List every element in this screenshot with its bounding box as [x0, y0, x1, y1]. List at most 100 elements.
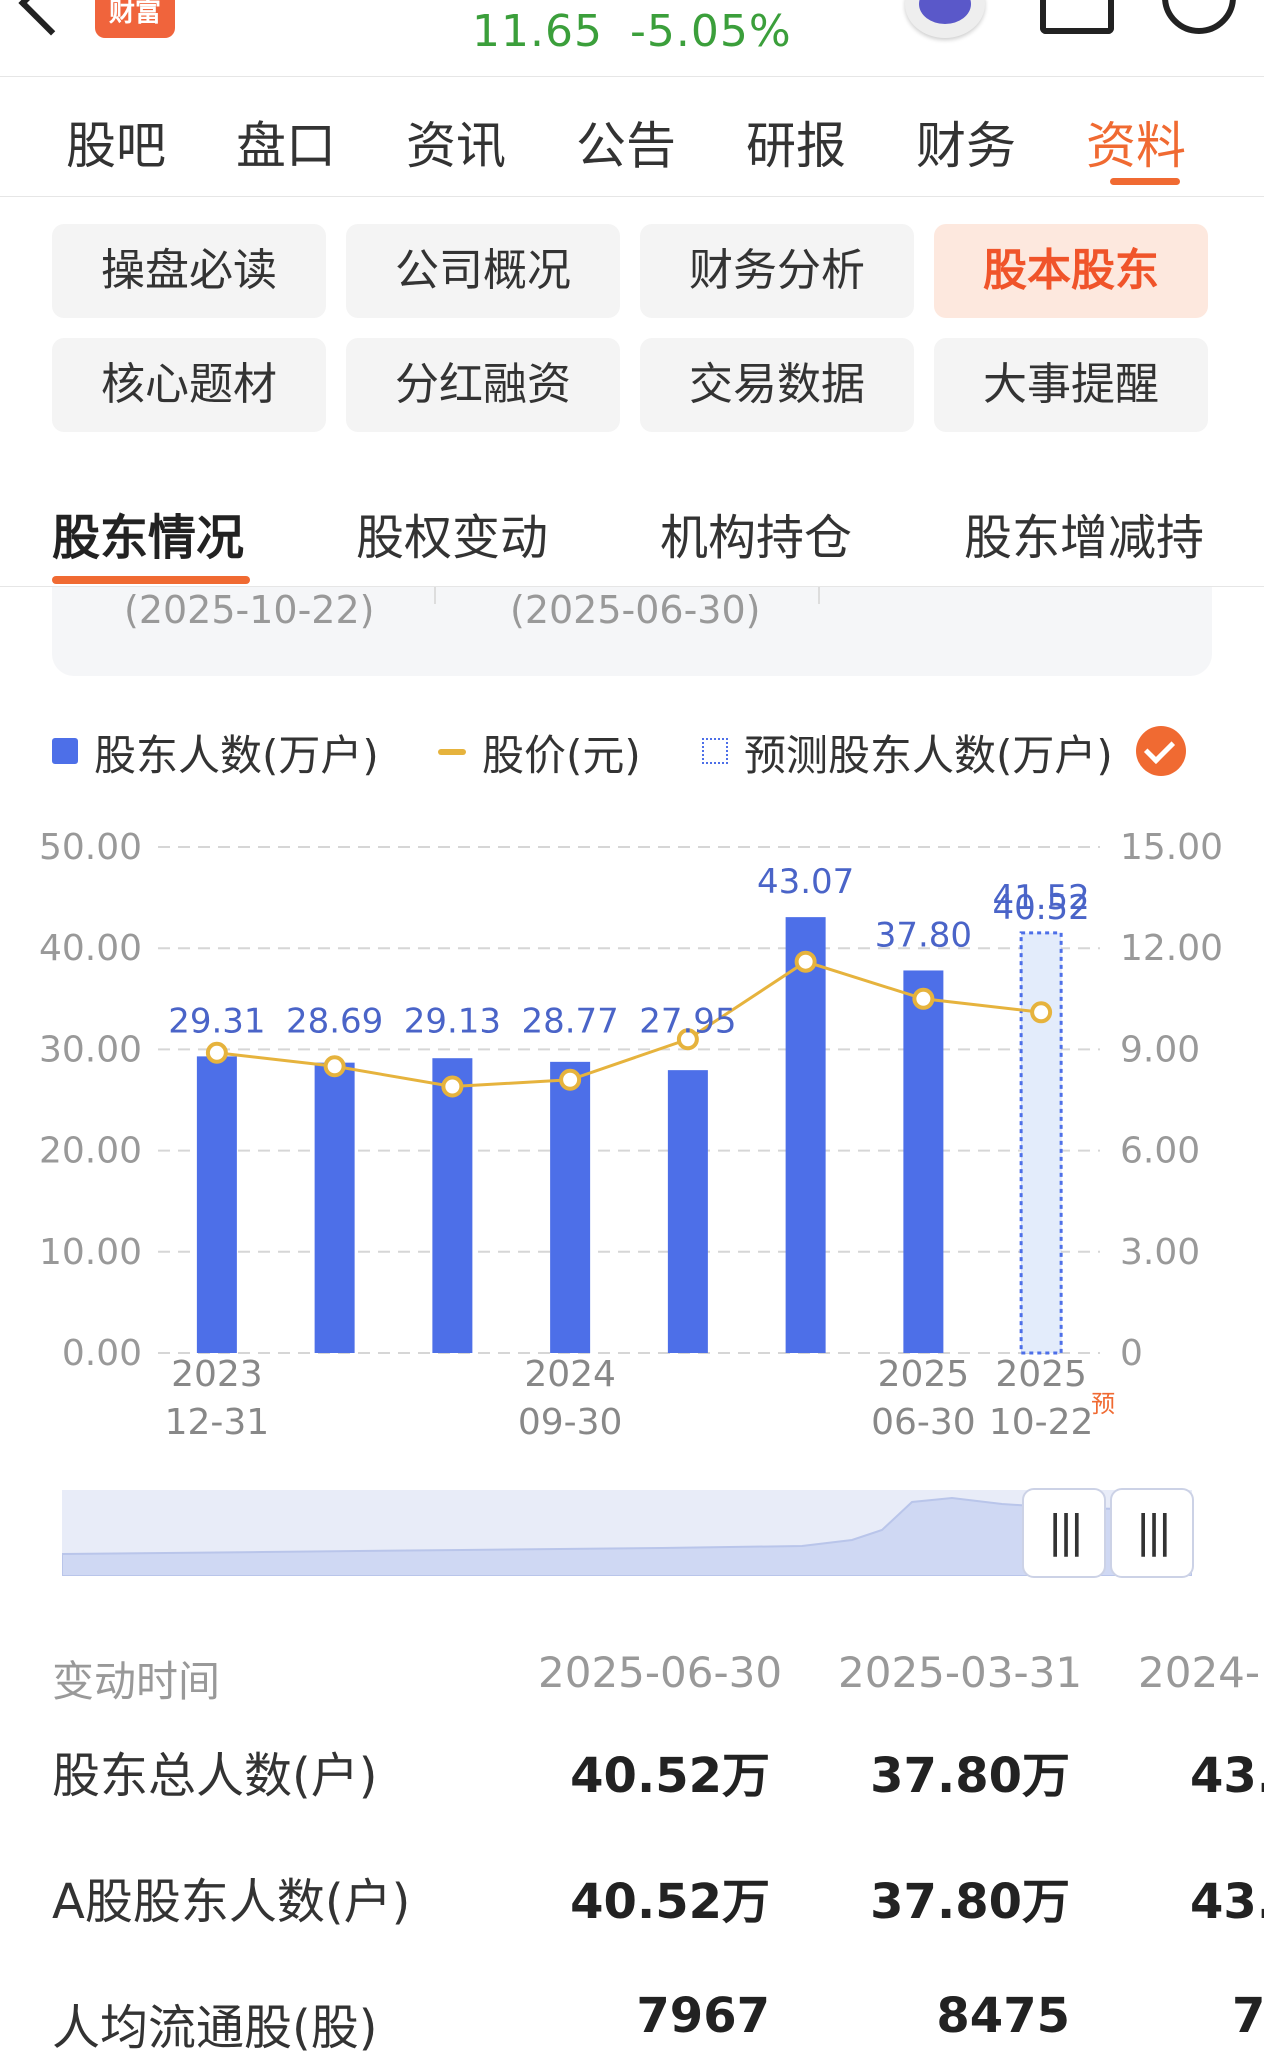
- y-left-tick-label: 20.00: [39, 1131, 142, 1172]
- tab-research[interactable]: 研报: [746, 117, 846, 175]
- app-logo: 财富: [95, 0, 175, 38]
- data-label: 29.13: [404, 1001, 501, 1041]
- tab-guba[interactable]: 股吧: [66, 117, 166, 175]
- data-label: 29.31: [168, 1001, 265, 1041]
- subbtn-trading-guide[interactable]: 操盘必读: [52, 224, 326, 318]
- legend-line-swatch: [438, 749, 466, 755]
- price-point: [1030, 1001, 1053, 1024]
- table-cell: 8475: [936, 1988, 1070, 2044]
- back-arrow-icon[interactable]: [18, 0, 84, 36]
- data-label: 43.07: [757, 862, 854, 902]
- table-cell: 7967: [636, 1988, 770, 2044]
- avatar[interactable]: [905, 0, 985, 38]
- y-right-tick-label: 3.00: [1120, 1232, 1200, 1273]
- table-cell: 43.07万: [1190, 1748, 1264, 1804]
- stock-change: -5.05%: [630, 6, 792, 57]
- y-right-tick-label: 15.00: [1120, 827, 1223, 868]
- table-col-header: 2025-03-31: [838, 1648, 1083, 1697]
- data-label: 28.69: [286, 1001, 383, 1041]
- price-line: [216, 960, 1042, 1089]
- price-point: [794, 950, 817, 973]
- legend-predicted-count[interactable]: 预测股东人数(万户): [744, 731, 1113, 780]
- card-date-2: (2025-06-30): [510, 588, 761, 632]
- predicted-bar: [1019, 931, 1063, 1355]
- tab-profile[interactable]: 资料: [1086, 117, 1186, 175]
- legend-predicted-swatch: [702, 738, 728, 764]
- data-label: 28.77: [521, 1001, 618, 1041]
- card-date-1: (2025-10-22): [124, 588, 375, 632]
- table-row-label: A股股东人数(户): [52, 1874, 411, 1930]
- slider-right-handle[interactable]: |||: [1110, 1488, 1194, 1578]
- table-cell: 37.80万: [870, 1874, 1070, 1930]
- x-tick-date: 06-30: [871, 1402, 976, 1443]
- legend-shareholder-count[interactable]: 股东人数(万户): [94, 731, 379, 780]
- main-tabs: 股吧 盘口 资讯 公告 研报 财务 资料: [0, 76, 1264, 197]
- range-slider-track[interactable]: [62, 1490, 1192, 1576]
- slider-left-handle[interactable]: |||: [1022, 1488, 1106, 1578]
- share-icon[interactable]: [1040, 0, 1114, 34]
- check-icon[interactable]: [1136, 726, 1186, 776]
- y-right-tick-label: 0: [1120, 1333, 1143, 1374]
- subbtn-company-overview[interactable]: 公司概况: [346, 224, 620, 318]
- legend-stock-price[interactable]: 股价(元): [482, 731, 641, 780]
- subbtn-trading-data[interactable]: 交易数据: [640, 338, 914, 432]
- card-divider: [434, 586, 436, 604]
- bar: [550, 1061, 591, 1353]
- table-cell: 7: [1232, 1988, 1264, 2044]
- price-point: [912, 987, 935, 1010]
- table-header-label: 变动时间: [52, 1657, 221, 1706]
- y-right-tick-label: 9.00: [1120, 1029, 1200, 1070]
- bar: [314, 1062, 355, 1353]
- predicted-marker: 预: [1091, 1390, 1115, 1418]
- price-point: [676, 1028, 699, 1051]
- bar: [432, 1058, 473, 1353]
- y-left-tick-label: 0.00: [62, 1333, 142, 1374]
- price-point: [323, 1055, 346, 1078]
- x-tick-year: 2025: [995, 1354, 1087, 1395]
- tab-finance[interactable]: 财务: [916, 117, 1016, 175]
- table-row-label: 人均流通股(股): [52, 2000, 378, 2056]
- data-label: 27.95: [639, 1001, 736, 1041]
- table-col-header: 2024-12-31: [1138, 1648, 1264, 1697]
- tab-news[interactable]: 资讯: [406, 117, 506, 175]
- range-slider-preview: [62, 1496, 1192, 1576]
- x-tick-date: 09-30: [518, 1402, 623, 1443]
- tab-shareholder-increase-decrease[interactable]: 股东增减持: [964, 510, 1205, 566]
- active-section-indicator: [52, 576, 250, 584]
- shareholder-chart: 50.00 40.00 30.00 20.00 10.00 0.00 15.00 12.00 9…: [39, 827, 1223, 1443]
- y-right-tick-label: 12.00: [1120, 928, 1223, 969]
- subbtn-dividends-financing[interactable]: 分红融资: [346, 338, 620, 432]
- subbtn-shareholders[interactable]: 股本股东: [934, 224, 1208, 318]
- x-tick-year: 2023: [171, 1354, 263, 1395]
- x-tick-date: 10-22: [989, 1402, 1094, 1443]
- bar: [667, 1070, 708, 1353]
- tab-shareholder-status[interactable]: 股东情况: [52, 510, 245, 566]
- x-tick-date: 12-31: [165, 1402, 270, 1443]
- active-tab-indicator: [1110, 178, 1180, 185]
- y-right-tick-label: 6.00: [1120, 1131, 1200, 1172]
- card-divider: [818, 586, 820, 604]
- search-icon[interactable]: [1162, 0, 1236, 34]
- data-label: 41.52: [992, 878, 1089, 918]
- legend-bar-swatch: [52, 738, 78, 764]
- tab-pankou[interactable]: 盘口: [236, 117, 336, 175]
- subbtn-core-themes[interactable]: 核心题材: [52, 338, 326, 432]
- stock-price: 11.65: [472, 6, 603, 57]
- top-bar: 财富 11.65 -5.05%: [0, 0, 1264, 77]
- table-cell: 43.07万: [1190, 1874, 1264, 1930]
- bar: [903, 970, 944, 1353]
- avatar-image-icon: [919, 0, 971, 24]
- tab-equity-changes[interactable]: 股权变动: [356, 510, 549, 566]
- y-left-tick-label: 10.00: [39, 1232, 142, 1273]
- subbtn-events-reminder[interactable]: 大事提醒: [934, 338, 1208, 432]
- y-left-tick-label: 30.00: [39, 1029, 142, 1070]
- tab-announcements[interactable]: 公告: [576, 117, 676, 175]
- subbtn-financial-analysis[interactable]: 财务分析: [640, 224, 914, 318]
- price-point: [205, 1041, 228, 1064]
- price-point: [559, 1068, 582, 1091]
- tab-institutional-holdings[interactable]: 机构持仓: [660, 510, 853, 566]
- bar: [785, 917, 826, 1353]
- table-cell: 40.52万: [570, 1748, 770, 1804]
- y-left-tick-label: 40.00: [39, 928, 142, 969]
- table-col-header: 2025-06-30: [538, 1648, 783, 1697]
